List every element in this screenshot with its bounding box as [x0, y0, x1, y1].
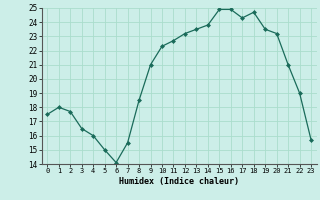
X-axis label: Humidex (Indice chaleur): Humidex (Indice chaleur)	[119, 177, 239, 186]
